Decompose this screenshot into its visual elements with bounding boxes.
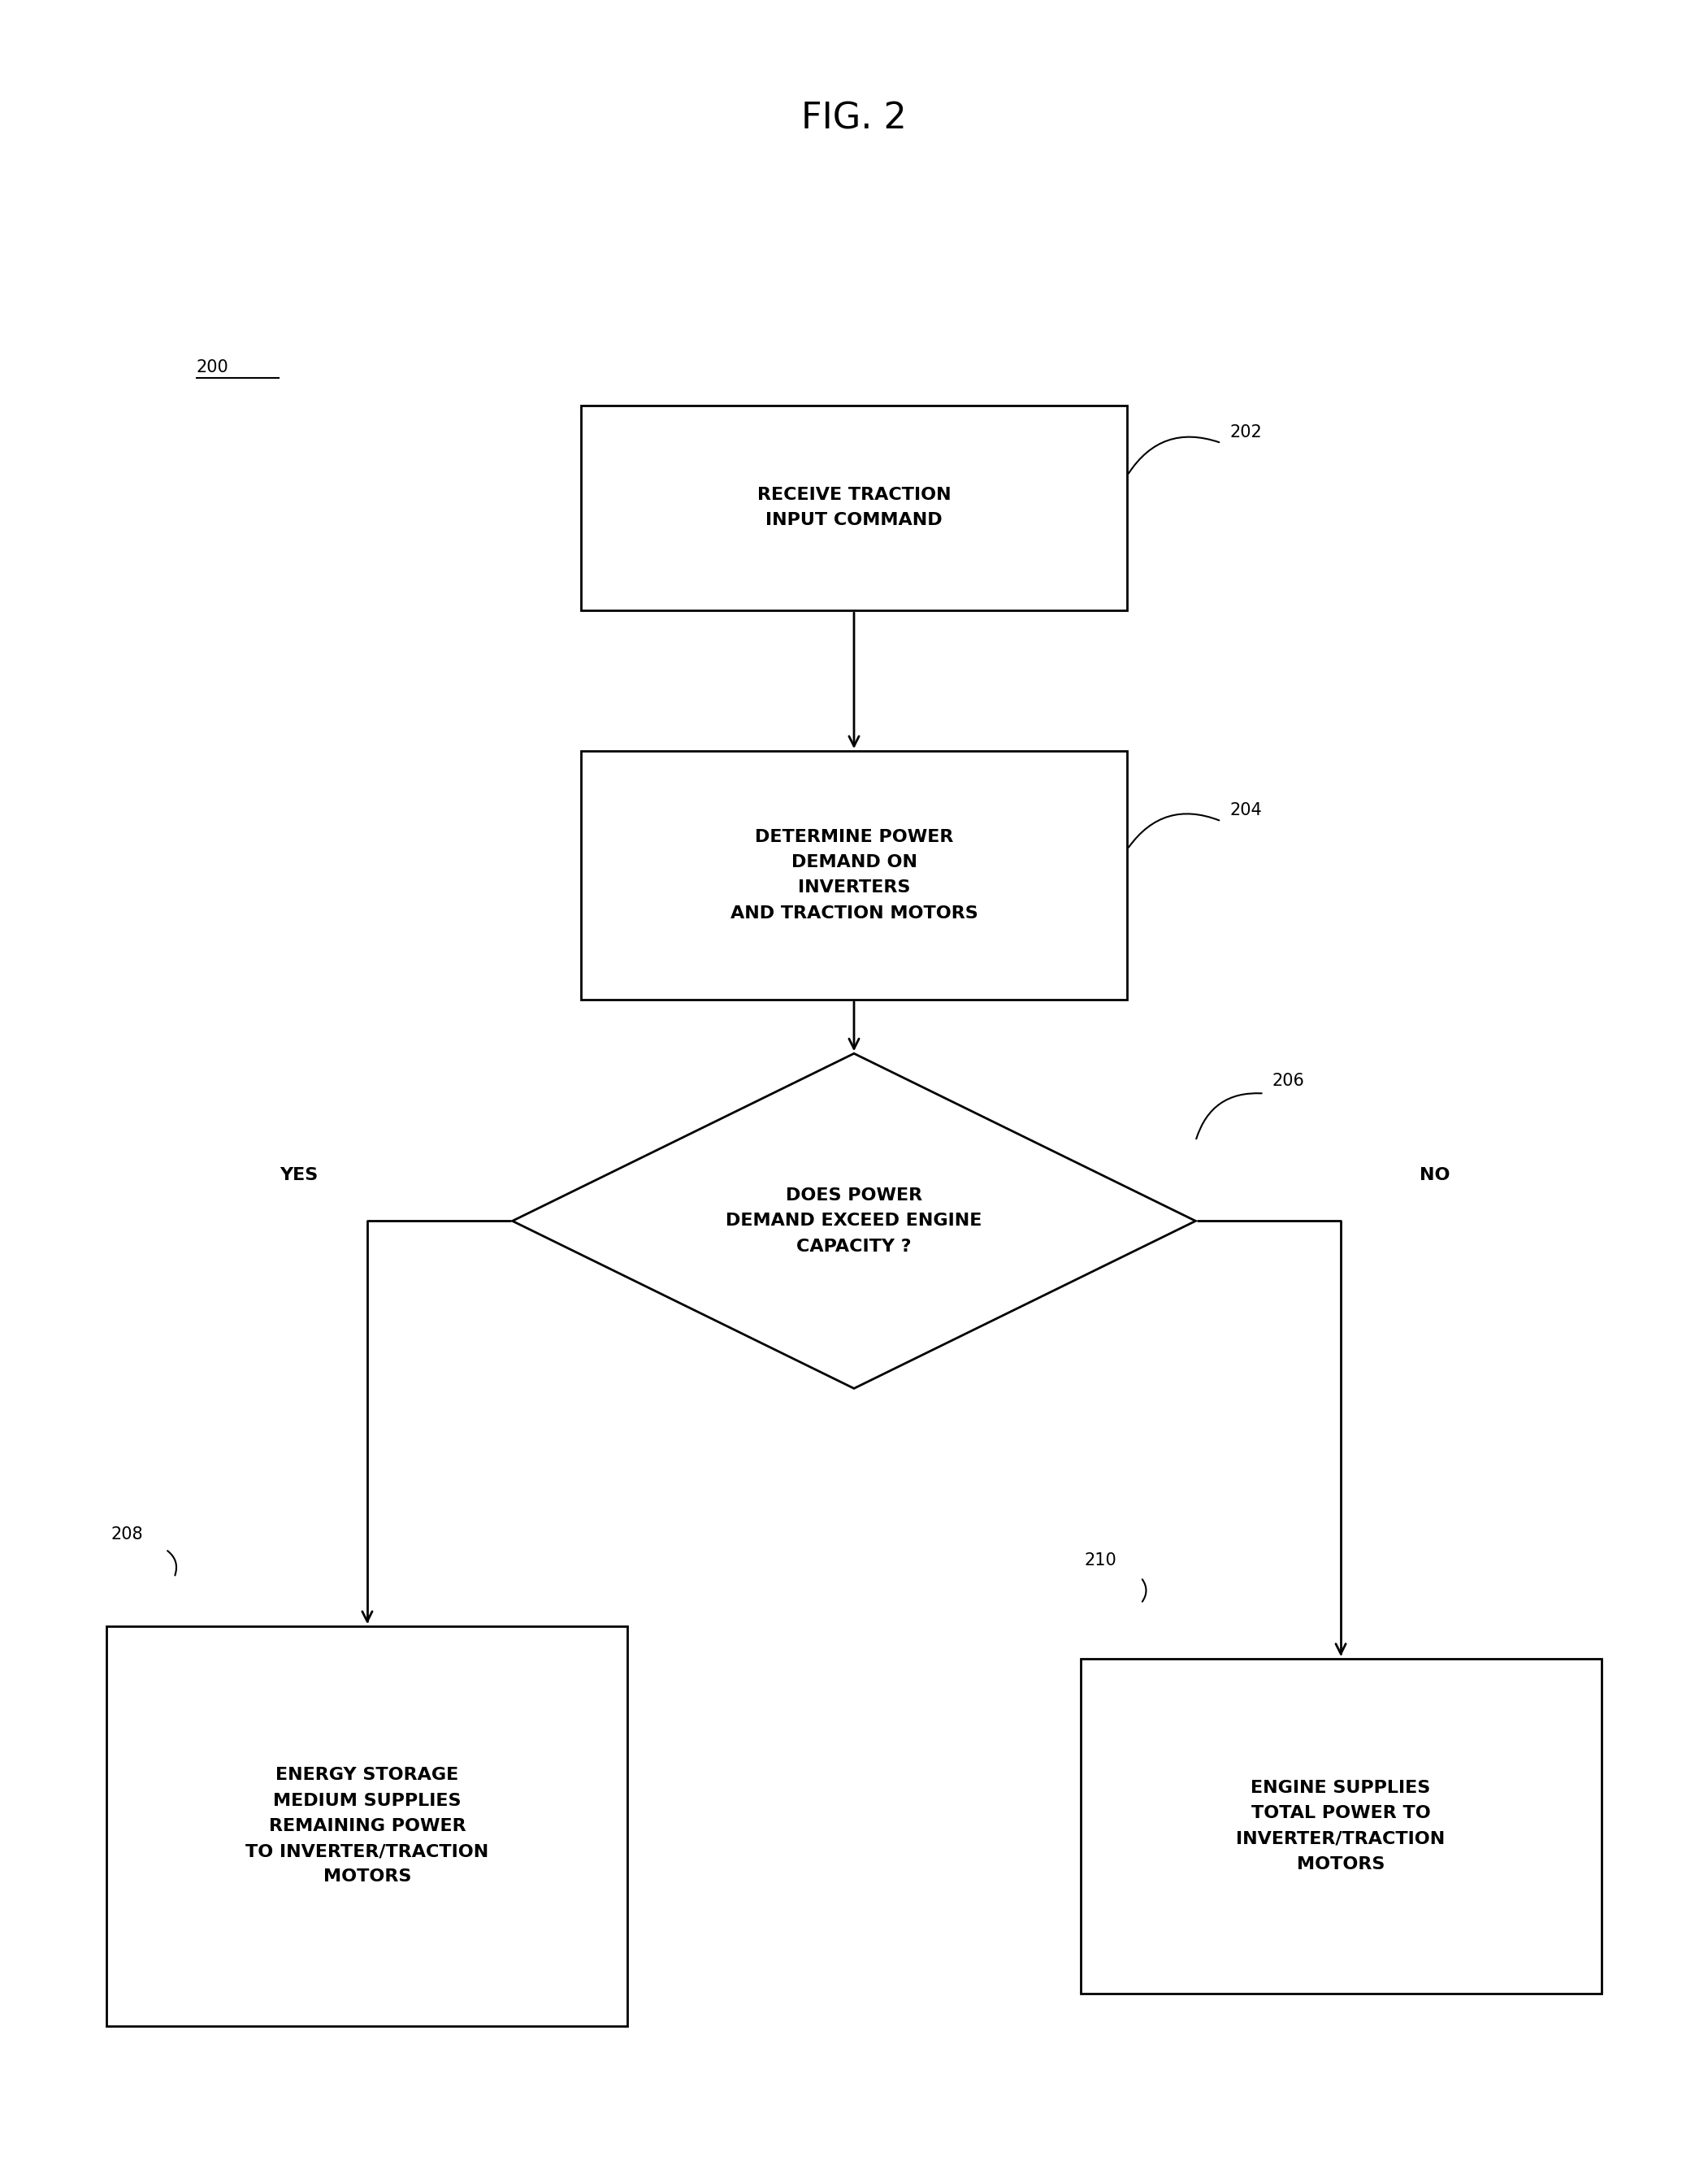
Text: 200: 200 bbox=[196, 359, 229, 376]
Text: NO: NO bbox=[1419, 1167, 1450, 1184]
Bar bbox=[106, 1627, 629, 2027]
Bar bbox=[581, 752, 1127, 998]
Bar bbox=[581, 406, 1127, 609]
Text: YES: YES bbox=[280, 1167, 318, 1184]
Text: 210: 210 bbox=[1085, 1552, 1117, 1569]
Text: 202: 202 bbox=[1230, 424, 1262, 441]
Text: DETERMINE POWER
DEMAND ON
INVERTERS
AND TRACTION MOTORS: DETERMINE POWER DEMAND ON INVERTERS AND … bbox=[731, 830, 977, 921]
Bar bbox=[1081, 1660, 1602, 1992]
Text: FIG. 2: FIG. 2 bbox=[801, 102, 907, 136]
Polygon shape bbox=[512, 1055, 1196, 1390]
Text: ENERGY STORAGE
MEDIUM SUPPLIES
REMAINING POWER
TO INVERTER/TRACTION
MOTORS: ENERGY STORAGE MEDIUM SUPPLIES REMAINING… bbox=[246, 1768, 488, 1884]
Text: 206: 206 bbox=[1272, 1072, 1305, 1089]
Text: ENGINE SUPPLIES
TOTAL POWER TO
INVERTER/TRACTION
MOTORS: ENGINE SUPPLIES TOTAL POWER TO INVERTER/… bbox=[1237, 1781, 1445, 1871]
Text: RECEIVE TRACTION
INPUT COMMAND: RECEIVE TRACTION INPUT COMMAND bbox=[757, 486, 951, 529]
Text: 208: 208 bbox=[111, 1526, 143, 1543]
Text: 204: 204 bbox=[1230, 802, 1262, 819]
Text: DOES POWER
DEMAND EXCEED ENGINE
CAPACITY ?: DOES POWER DEMAND EXCEED ENGINE CAPACITY… bbox=[726, 1189, 982, 1253]
